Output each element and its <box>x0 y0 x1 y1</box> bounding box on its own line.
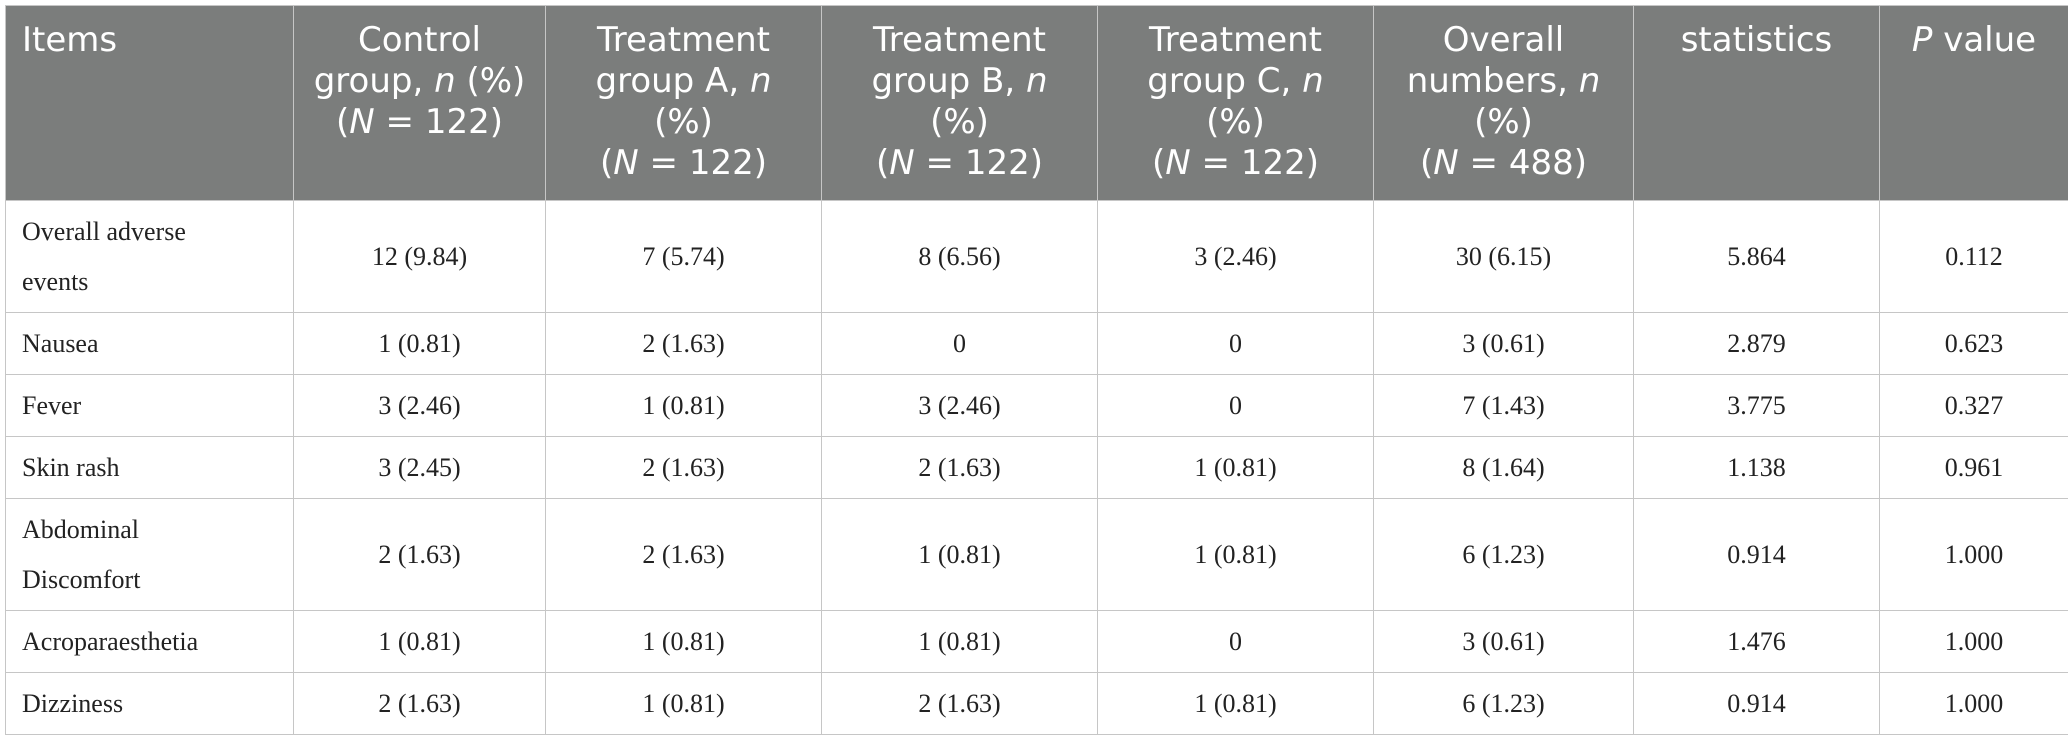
statistics-cell: 2.879 <box>1633 312 1880 375</box>
header-p-value: P value <box>1879 5 2068 201</box>
item-cell: Fever <box>5 374 294 437</box>
treatment-c-cell: 1 (0.81) <box>1097 498 1374 611</box>
overall-cell: 7 (1.43) <box>1373 374 1634 437</box>
treatment-c-cell: 0 <box>1097 312 1374 375</box>
treatment-b-cell: 3 (2.46) <box>821 374 1098 437</box>
statistics-cell: 1.476 <box>1633 610 1880 673</box>
treatment-a-cell: 2 (1.63) <box>545 312 822 375</box>
treatment-b-cell: 0 <box>821 312 1098 375</box>
header-overall-numbers: Overall numbers, n (%) (N = 488) <box>1373 5 1634 201</box>
treatment-b-cell: 2 (1.63) <box>821 672 1098 735</box>
table-row: Abdominal Discomfort 2 (1.63) 2 (1.63) 1 … <box>5 498 2068 611</box>
table-row: Nausea 1 (0.81) 2 (1.63) 0 0 3 (0.61) 2.… <box>5 312 2068 375</box>
control-cell: 1 (0.81) <box>293 312 546 375</box>
overall-cell: 6 (1.23) <box>1373 498 1634 611</box>
statistics-cell: 0.914 <box>1633 498 1880 611</box>
treatment-c-cell: 3 (2.46) <box>1097 200 1374 313</box>
overall-cell: 6 (1.23) <box>1373 672 1634 735</box>
treatment-c-cell: 0 <box>1097 374 1374 437</box>
p-value-cell: 0.623 <box>1879 312 2068 375</box>
treatment-b-cell: 8 (6.56) <box>821 200 1098 313</box>
treatment-b-cell: 2 (1.63) <box>821 436 1098 499</box>
header-treatment-group-c: Treatment group C, n (%) (N = 122) <box>1097 5 1374 201</box>
treatment-a-cell: 2 (1.63) <box>545 498 822 611</box>
control-cell: 2 (1.63) <box>293 672 546 735</box>
overall-cell: 3 (0.61) <box>1373 610 1634 673</box>
treatment-a-cell: 1 (0.81) <box>545 672 822 735</box>
p-value-cell: 0.327 <box>1879 374 2068 437</box>
control-cell: 2 (1.63) <box>293 498 546 611</box>
treatment-b-cell: 1 (0.81) <box>821 498 1098 611</box>
table-body: Overall adverse events 12 (9.84) 7 (5.74)… <box>5 200 2068 735</box>
header-statistics: statistics <box>1633 5 1880 201</box>
table-row: Overall adverse events 12 (9.84) 7 (5.74)… <box>5 200 2068 313</box>
item-cell: Overall adverse events <box>5 200 294 313</box>
treatment-c-cell: 1 (0.81) <box>1097 672 1374 735</box>
treatment-b-cell: 1 (0.81) <box>821 610 1098 673</box>
control-cell: 1 (0.81) <box>293 610 546 673</box>
item-cell: Skin rash <box>5 436 294 499</box>
statistics-cell: 5.864 <box>1633 200 1880 313</box>
header-row: Items Control group, n (%) (N = 122) Tre… <box>5 5 2068 201</box>
item-cell: Dizziness <box>5 672 294 735</box>
statistics-cell: 1.138 <box>1633 436 1880 499</box>
statistics-cell: 3.775 <box>1633 374 1880 437</box>
table-row: Fever 3 (2.46) 1 (0.81) 3 (2.46) 0 7 (1.… <box>5 374 2068 437</box>
treatment-a-cell: 1 (0.81) <box>545 610 822 673</box>
item-cell: Acroparaesthetia <box>5 610 294 673</box>
header-items: Items <box>5 5 294 201</box>
p-value-cell: 1.000 <box>1879 610 2068 673</box>
control-cell: 3 (2.45) <box>293 436 546 499</box>
overall-cell: 8 (1.64) <box>1373 436 1634 499</box>
p-value-cell: 1.000 <box>1879 498 2068 611</box>
item-cell: Nausea <box>5 312 294 375</box>
treatment-c-cell: 0 <box>1097 610 1374 673</box>
table-row: Dizziness 2 (1.63) 1 (0.81) 2 (1.63) 1 (… <box>5 672 2068 735</box>
p-value-cell: 0.112 <box>1879 200 2068 313</box>
header-control-group: Control group, n (%) (N = 122) <box>293 5 546 201</box>
overall-cell: 30 (6.15) <box>1373 200 1634 313</box>
p-value-cell: 1.000 <box>1879 672 2068 735</box>
treatment-a-cell: 2 (1.63) <box>545 436 822 499</box>
treatment-a-cell: 1 (0.81) <box>545 374 822 437</box>
overall-cell: 3 (0.61) <box>1373 312 1634 375</box>
table-row: Acroparaesthetia 1 (0.81) 1 (0.81) 1 (0.… <box>5 610 2068 673</box>
adverse-events-table: Items Control group, n (%) (N = 122) Tre… <box>5 5 2068 735</box>
statistics-cell: 0.914 <box>1633 672 1880 735</box>
table-row: Skin rash 3 (2.45) 2 (1.63) 2 (1.63) 1 (… <box>5 436 2068 499</box>
control-cell: 12 (9.84) <box>293 200 546 313</box>
table-header: Items Control group, n (%) (N = 122) Tre… <box>5 5 2068 201</box>
treatment-a-cell: 7 (5.74) <box>545 200 822 313</box>
item-cell: Abdominal Discomfort <box>5 498 294 611</box>
header-treatment-group-b: Treatment group B, n (%) (N = 122) <box>821 5 1098 201</box>
header-treatment-group-a: Treatment group A, n (%) (N = 122) <box>545 5 822 201</box>
p-value-cell: 0.961 <box>1879 436 2068 499</box>
treatment-c-cell: 1 (0.81) <box>1097 436 1374 499</box>
control-cell: 3 (2.46) <box>293 374 546 437</box>
